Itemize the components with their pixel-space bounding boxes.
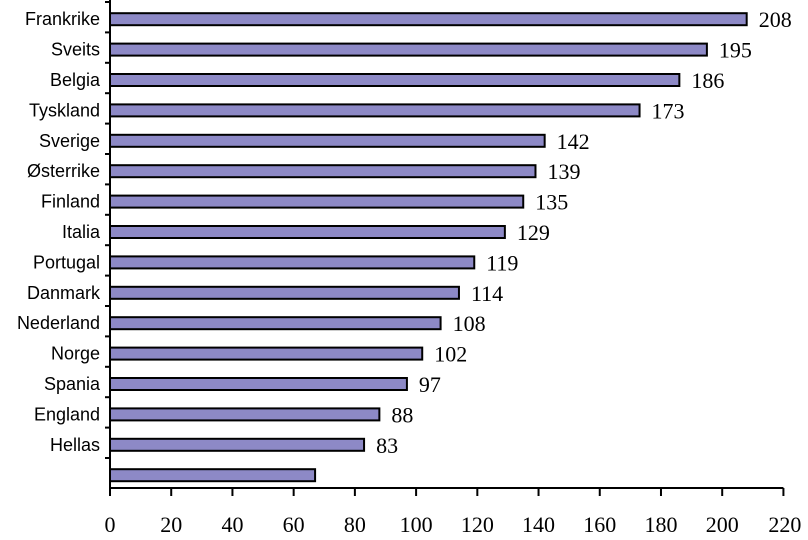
value-label-0: 208 xyxy=(759,7,792,32)
x-tick-label-6: 120 xyxy=(461,512,494,537)
category-label-2: Belgia xyxy=(50,70,101,90)
bars-group xyxy=(109,12,748,483)
value-label-8: 119 xyxy=(486,250,518,275)
category-label-7: Italia xyxy=(62,222,101,242)
category-label-5: Østerrike xyxy=(27,161,100,181)
bar-3 xyxy=(109,103,641,118)
value-label-13: 88 xyxy=(391,402,413,427)
bar-11 xyxy=(109,346,424,361)
category-label-1: Sveits xyxy=(51,40,100,60)
bar-6 xyxy=(109,194,525,209)
category-label-10: Nederland xyxy=(17,313,100,333)
category-label-6: Finland xyxy=(41,192,100,212)
x-tick-label-4: 80 xyxy=(344,512,366,537)
bar-1 xyxy=(109,42,708,57)
bar-10 xyxy=(109,316,442,331)
bar-13 xyxy=(109,407,381,422)
x-tick-label-8: 160 xyxy=(583,512,616,537)
bar-8 xyxy=(109,255,476,270)
value-label-2: 186 xyxy=(691,68,724,93)
x-tick-label-10: 200 xyxy=(706,512,739,537)
x-tick-label-7: 140 xyxy=(522,512,555,537)
x-tick-label-11: 220 xyxy=(768,512,801,537)
x-tick-label-2: 40 xyxy=(221,512,243,537)
category-label-0: Frankrike xyxy=(25,9,100,29)
value-label-3: 173 xyxy=(652,98,685,123)
category-label-14: Hellas xyxy=(50,435,100,455)
value-label-1: 195 xyxy=(719,38,752,63)
category-label-3: Tyskland xyxy=(29,100,100,120)
bar-2 xyxy=(109,73,681,87)
bar-12 xyxy=(109,377,408,391)
value-label-6: 135 xyxy=(535,190,568,215)
category-label-12: Spania xyxy=(44,374,101,394)
bar-9 xyxy=(109,285,460,300)
category-label-9: Danmark xyxy=(27,283,101,303)
bar-7 xyxy=(109,225,506,239)
category-label-4: Sverige xyxy=(39,131,100,151)
category-label-11: Norge xyxy=(51,344,100,364)
bar-4 xyxy=(109,133,546,148)
x-tick-label-0: 0 xyxy=(105,512,116,537)
category-labels: Frankrike Sveits Belgia Tyskland Sverige Øste… xyxy=(17,9,101,455)
bar-0 xyxy=(109,12,748,27)
value-label-11: 102 xyxy=(434,342,467,367)
x-tick-label-9: 180 xyxy=(644,512,677,537)
x-tick-label-3: 60 xyxy=(283,512,305,537)
bar-5 xyxy=(109,164,537,179)
value-label-5: 139 xyxy=(547,159,580,184)
category-label-13: England xyxy=(34,404,100,424)
value-label-9: 114 xyxy=(471,281,503,306)
value-label-10: 108 xyxy=(453,311,486,336)
bar-15 xyxy=(109,468,317,483)
category-label-8: Portugal xyxy=(33,252,100,272)
axes-group xyxy=(105,0,784,489)
x-axis-ticks: 0 20 40 60 80 100 120 140 160 180 200 220 xyxy=(105,488,801,537)
x-tick-label-1: 20 xyxy=(160,512,182,537)
value-label-4: 142 xyxy=(557,129,590,154)
value-label-12: 97 xyxy=(419,372,441,397)
x-tick-label-5: 100 xyxy=(400,512,433,537)
value-label-7: 129 xyxy=(517,220,550,245)
bar-14 xyxy=(109,437,366,452)
value-label-14: 83 xyxy=(376,433,398,458)
